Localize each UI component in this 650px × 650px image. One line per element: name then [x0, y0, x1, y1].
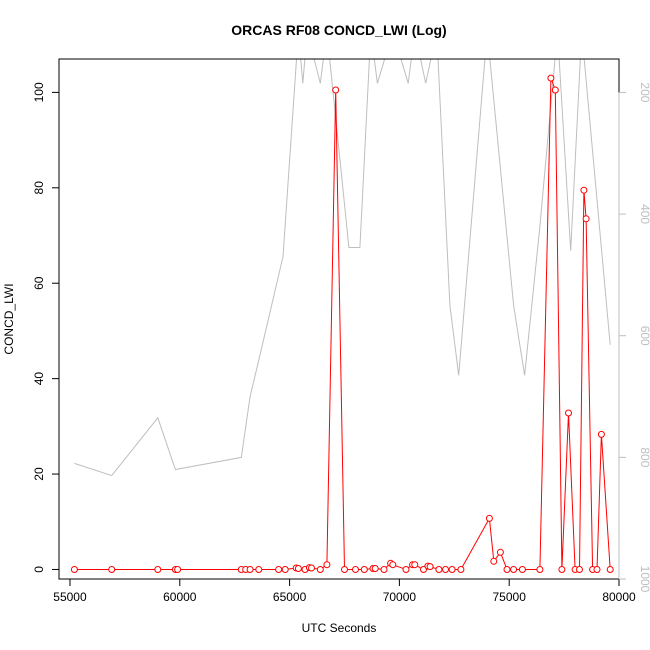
y-tick-label: 20: [32, 467, 46, 481]
y-axis-label: CONCD_LWI: [2, 283, 16, 354]
x-axis-label: UTC Seconds: [302, 621, 377, 635]
y-tick-label: 40: [32, 372, 46, 386]
data-point: [255, 566, 263, 573]
data-point: [510, 566, 518, 573]
data-point: [490, 557, 498, 565]
x-tick-label: 75000: [493, 590, 527, 604]
data-point: [576, 566, 583, 573]
x-axis: 55000 60000 65000 70000 75000 80000: [53, 578, 636, 604]
data-point: [174, 566, 182, 573]
data-point: [426, 563, 434, 571]
y-axis: 0 20 40 60 80 100: [32, 82, 60, 573]
primary-series-group: [70, 74, 614, 573]
data-point: [332, 86, 340, 94]
data-point: [308, 564, 315, 572]
y2-axis: 200 400 600 800 1000: [618, 82, 650, 593]
data-point: [316, 566, 324, 573]
data-point: [558, 566, 566, 573]
data-point: [108, 566, 116, 573]
x-tick-label: 80000: [602, 590, 636, 604]
data-point: [565, 409, 572, 417]
data-point: [457, 566, 465, 573]
data-point: [380, 566, 388, 573]
data-point: [448, 566, 456, 573]
data-point: [411, 561, 419, 569]
data-point: [593, 566, 601, 573]
data-point: [485, 514, 493, 522]
x-tick-label: 60000: [163, 590, 197, 604]
secondary-series-group: [74, 59, 611, 477]
y-tick-label: 100: [32, 82, 46, 102]
y2-tick-label: 1000: [638, 566, 650, 593]
data-point: [323, 561, 331, 569]
y-tick-label: 80: [32, 181, 46, 195]
data-point: [275, 566, 283, 573]
y2-tick-label: 600: [638, 326, 650, 346]
data-point: [281, 566, 289, 573]
secondary-series-line: [74, 59, 611, 477]
data-point: [597, 430, 605, 438]
data-point: [551, 86, 559, 94]
data-point: [360, 566, 368, 573]
data-point: [503, 566, 511, 573]
chart-title: ORCAS RF08 CONCD_LWI (Log): [231, 22, 446, 38]
y2-tick-label: 800: [638, 447, 650, 467]
y2-tick-label: 200: [638, 82, 650, 102]
data-point: [246, 566, 254, 573]
data-point: [294, 565, 302, 572]
data-point: [402, 566, 410, 573]
data-point: [580, 186, 588, 194]
data-point: [518, 566, 526, 573]
data-point: [606, 566, 614, 573]
data-point: [352, 566, 359, 573]
x-tick-label: 70000: [383, 590, 417, 604]
y-tick-label: 0: [32, 566, 46, 573]
data-point: [389, 561, 397, 569]
data-point: [154, 566, 162, 573]
x-tick-label: 55000: [53, 590, 87, 604]
y-tick-label: 60: [32, 276, 46, 290]
x-tick-label: 65000: [273, 590, 307, 604]
data-point: [547, 74, 555, 82]
data-point: [582, 215, 590, 223]
data-point: [435, 566, 443, 573]
data-point: [442, 566, 449, 573]
data-point: [341, 566, 348, 573]
data-point: [536, 566, 544, 573]
data-point: [496, 548, 504, 556]
y2-tick-label: 400: [638, 204, 650, 224]
data-point: [70, 566, 78, 573]
data-point: [371, 565, 379, 572]
